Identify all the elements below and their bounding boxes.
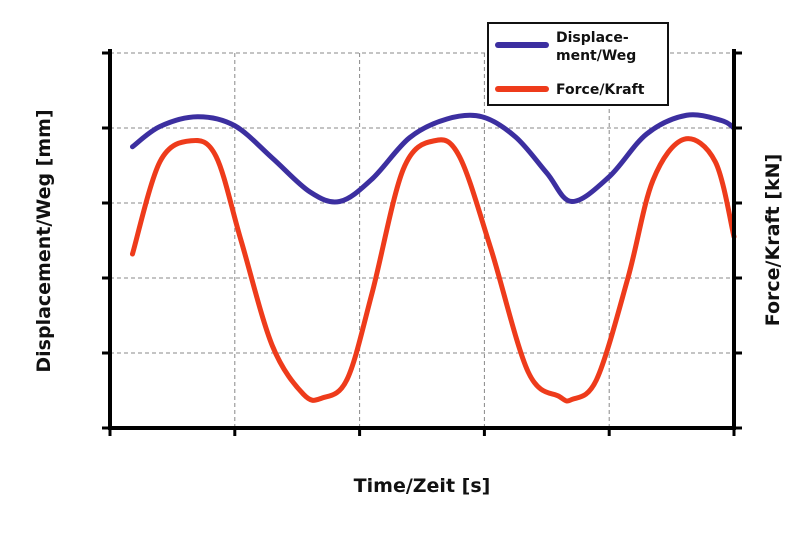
legend-label-displacement: Displace- ment/Weg xyxy=(556,30,636,64)
legend-label-displacement-line2: ment/Weg xyxy=(556,48,636,64)
series-layer xyxy=(129,112,737,404)
legend: Displace- ment/Weg Force/Kraft xyxy=(487,22,669,106)
series-line-displacement xyxy=(129,112,737,205)
axes xyxy=(102,49,742,436)
y-axis-left-label: Displacement/Weg [mm] xyxy=(33,109,55,372)
series-line-force xyxy=(129,136,737,404)
grid-lines xyxy=(110,52,734,428)
y-axis-right-label: Force/Kraft [kN] xyxy=(762,154,784,327)
legend-label-displacement-line1: Displace- xyxy=(556,30,629,46)
legend-label-force: Force/Kraft xyxy=(556,82,645,98)
x-axis-label: Time/Zeit [s] xyxy=(354,475,491,497)
